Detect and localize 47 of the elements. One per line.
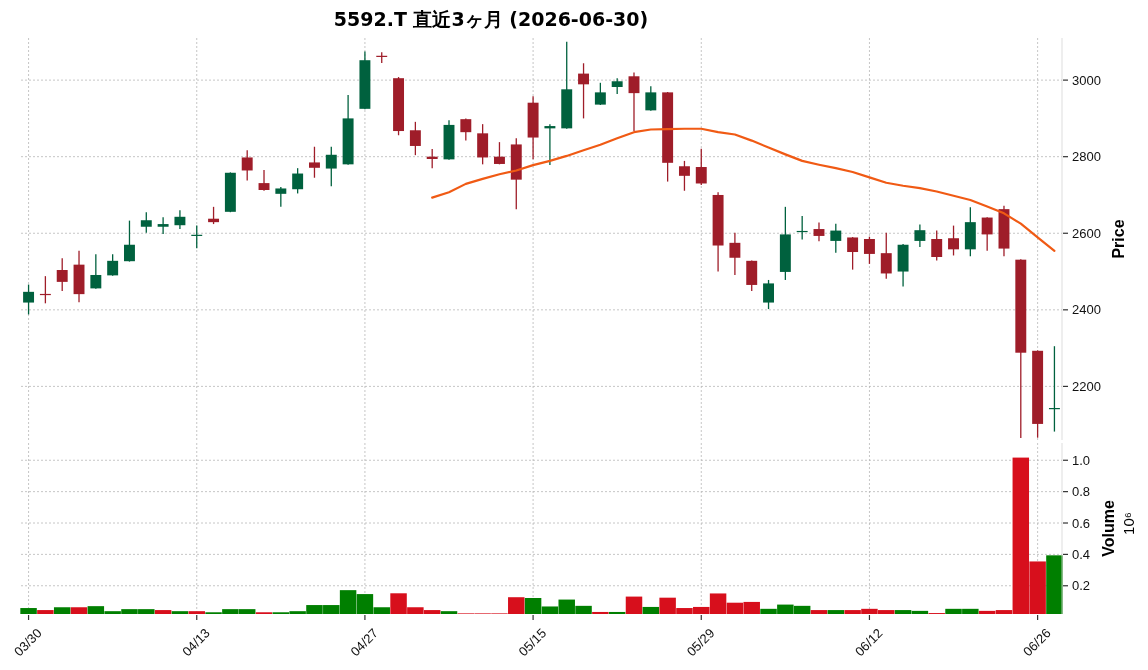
candlestick [460,117,472,142]
candlestick [275,186,287,208]
y-tick-label: 2800 [1072,149,1101,165]
y-tick-label: 0.6 [1072,515,1091,531]
candlestick [880,232,892,280]
candlestick [628,71,640,132]
candlestick [56,257,68,292]
y-tick-label: 2600 [1072,225,1101,241]
y-tick-label: 0.8 [1072,484,1091,500]
candlestick [23,283,35,316]
y-tick-label: 2400 [1072,302,1101,318]
y-tick-label: 1.0 [1072,452,1091,468]
y-tick-label: 2200 [1072,378,1101,394]
y-axis-title: Volume [1099,500,1117,557]
candlestick [863,236,875,265]
candlestick [140,211,152,234]
candlestick [409,121,421,156]
candlestick [830,223,842,254]
candlestick [292,167,304,195]
candlestick [157,216,169,235]
y-tick-label: 0.4 [1072,546,1091,562]
candlestick [241,149,253,182]
candlestick [107,253,119,277]
candlestick [578,62,590,120]
candlestick [258,169,270,192]
y-tick-label: 3000 [1072,72,1101,88]
candlestick [914,223,926,248]
candlestick [695,148,707,186]
candlestick [948,224,959,257]
candlestick [847,236,859,271]
candlestick [931,229,943,262]
text: 10⁶ [1119,512,1137,535]
candlestick [645,85,657,112]
y-tick-label: 0.2 [1072,578,1091,594]
candlestick [174,209,186,230]
candlestick [729,232,741,276]
candlestick [124,219,135,263]
y-axis-title: Price [1109,219,1127,259]
candlestick [309,146,320,179]
candlestick [763,279,774,310]
candlestick [90,253,102,290]
candlestick [678,160,690,192]
candlestick [325,146,337,187]
candlestick [813,221,825,242]
chart-title: 5592.T 直近3ヶ月 (2026-06-30) [333,8,649,30]
line-series [431,127,1056,252]
candlestick [981,216,993,252]
